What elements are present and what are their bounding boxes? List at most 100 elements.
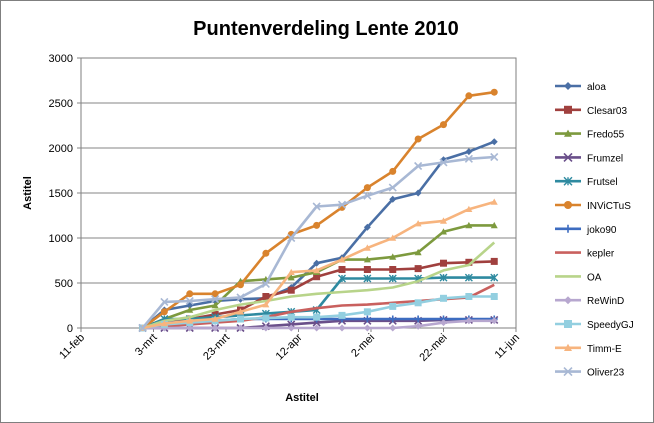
x-tick-label: 12-apr	[274, 331, 305, 362]
y-axis-title: Astitel	[22, 176, 34, 210]
data-point	[363, 266, 371, 273]
data-point	[287, 286, 295, 294]
data-point	[464, 273, 473, 282]
legend-item: Frutsel	[555, 176, 618, 188]
data-point	[287, 274, 295, 281]
data-point	[211, 290, 219, 298]
data-point	[338, 266, 346, 273]
data-point	[414, 161, 423, 171]
data-point	[287, 313, 295, 321]
data-point	[262, 293, 270, 300]
legend-label: kepler	[587, 249, 615, 260]
data-point	[414, 189, 422, 197]
data-point	[389, 315, 397, 323]
data-point	[440, 228, 447, 235]
data-point	[490, 138, 498, 146]
data-point	[414, 265, 422, 273]
y-tick-label: 500	[55, 278, 73, 290]
data-point	[389, 302, 397, 310]
data-point	[363, 315, 371, 323]
data-point	[363, 308, 371, 316]
legend-item: aloa	[555, 82, 606, 93]
data-point	[337, 200, 347, 209]
legend-marker	[564, 105, 572, 114]
data-point	[262, 249, 270, 257]
data-point	[338, 324, 346, 332]
series-line	[141, 155, 495, 329]
data-point	[389, 266, 397, 273]
legend-label: Timm-E	[587, 344, 622, 355]
data-point	[414, 248, 422, 256]
data-point	[465, 317, 473, 325]
data-point	[313, 273, 321, 281]
series-invictus	[139, 88, 498, 332]
data-point	[262, 314, 270, 322]
x-tick-label: 11-jun	[493, 332, 523, 362]
data-point	[287, 268, 295, 275]
legend-label: Fredo55	[587, 130, 625, 141]
data-point	[363, 274, 372, 283]
data-point	[363, 184, 371, 192]
data-point	[465, 258, 473, 266]
legend-label: aloa	[587, 82, 606, 93]
legend-item: Fredo55	[555, 129, 625, 141]
data-point	[363, 324, 371, 332]
data-point	[440, 121, 447, 129]
data-point	[211, 315, 219, 322]
legend-item: OA	[555, 272, 602, 283]
x-tick-label: 2-mei	[349, 332, 377, 360]
data-point	[389, 234, 397, 241]
legend-label: Clesar03	[587, 106, 627, 117]
legend-item: INViCTuS	[555, 201, 631, 212]
data-point	[363, 256, 371, 263]
data-point	[237, 324, 244, 332]
series-line	[142, 241, 496, 330]
data-point	[312, 202, 321, 211]
data-point	[261, 279, 270, 288]
legend-marker	[564, 320, 572, 328]
legend-item: ReWinD	[555, 296, 624, 307]
data-point	[440, 319, 447, 327]
legend-item: SpeedyGJ	[555, 320, 634, 331]
legend-item: kepler	[555, 249, 615, 260]
y-tick-label: 3000	[49, 53, 73, 65]
data-point	[440, 217, 447, 224]
data-point	[465, 148, 473, 156]
data-point	[388, 274, 397, 283]
data-point	[414, 315, 422, 323]
data-point	[211, 324, 219, 332]
data-point	[262, 301, 270, 308]
data-point	[186, 317, 194, 324]
data-point	[211, 295, 220, 304]
data-point	[389, 167, 397, 175]
data-point	[465, 221, 473, 229]
legend-label: joko90	[586, 225, 617, 236]
data-point	[186, 324, 194, 332]
legend-item: joko90	[555, 224, 617, 236]
legend-marker	[564, 343, 572, 351]
data-point	[414, 135, 422, 143]
data-point	[465, 92, 473, 100]
data-point	[338, 256, 346, 263]
legend-item: Clesar03	[555, 105, 627, 117]
data-point	[338, 311, 346, 319]
legend-marker	[564, 224, 572, 233]
y-axis-ticks: 0 500 1000 1500 2000 2500 3000	[49, 53, 81, 335]
data-point	[465, 205, 473, 212]
data-point	[237, 308, 244, 315]
legend-label: OA	[587, 272, 602, 283]
data-point	[490, 317, 498, 325]
data-point	[440, 294, 447, 302]
y-tick-label: 1500	[49, 188, 73, 200]
x-axis-title: Astitel	[285, 392, 319, 404]
legend-marker	[563, 367, 573, 377]
chart-title: Puntenverdeling Lente 2010	[193, 18, 459, 40]
legend-item: Frumzel	[555, 152, 623, 164]
data-point	[389, 195, 397, 203]
legend-label: Frutsel	[587, 177, 618, 188]
series-lines	[138, 88, 499, 333]
legend-marker	[564, 201, 572, 209]
x-axis-ticks: 11-feb 3-mrt 23-mrt 12-apr 2-mei 22-mei 11-jun	[57, 328, 522, 364]
y-tick-label: 2000	[49, 143, 73, 155]
data-point	[160, 308, 168, 316]
